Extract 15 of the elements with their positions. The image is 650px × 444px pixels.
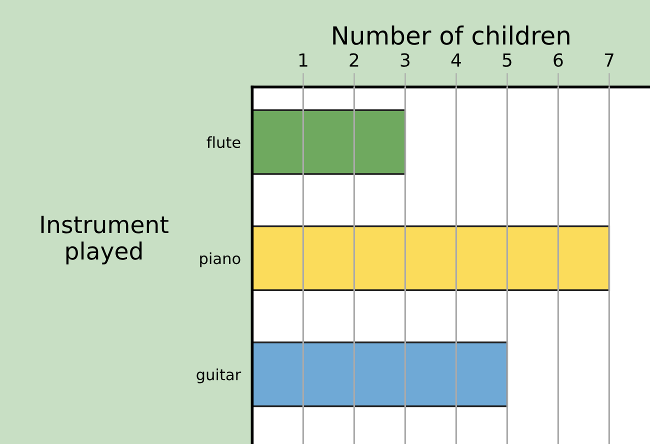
y-tick-label: flute: [206, 136, 240, 148]
y-tick-label: piano: [200, 252, 240, 268]
x-tick-label: 1: [299, 53, 308, 67]
x-tick-label: 3: [400, 53, 410, 67]
x-tick-label: 5: [502, 53, 512, 67]
bar: [252, 225, 610, 291]
bar: [252, 109, 406, 175]
x-tick-label: 7: [604, 53, 614, 67]
x-axis-title: Number of children: [333, 26, 570, 45]
bar: [252, 342, 508, 408]
x-tick-label: 2: [350, 53, 358, 67]
y-tick-label: guitar: [196, 368, 242, 384]
x-tick-label: 4: [451, 53, 461, 67]
x-tick-label: 6: [554, 53, 563, 67]
y-axis-title: Instrument played: [41, 216, 168, 264]
